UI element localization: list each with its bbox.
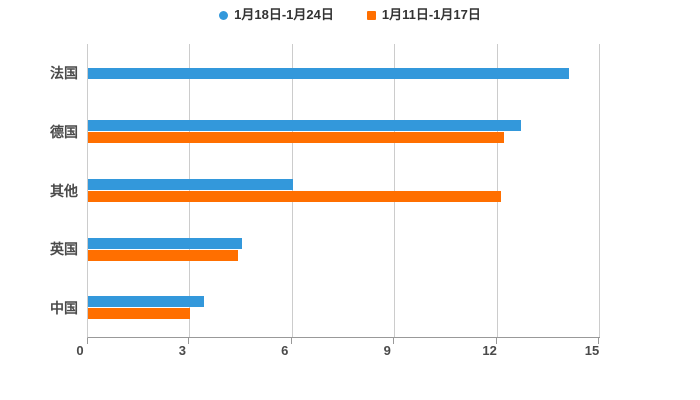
y-axis-labels: 法国德国其他英国中国: [0, 44, 87, 337]
bar-英国[interactable]: [88, 237, 242, 249]
gridline: [292, 44, 293, 337]
legend: 1月18日-1月24日 1月11日-1月17日: [0, 6, 700, 24]
gridline: [497, 44, 498, 337]
x-axis-tick-label: 6: [281, 343, 289, 358]
x-axis-tick-label: 15: [584, 343, 600, 358]
x-axis-tick-label: 3: [178, 343, 187, 358]
plot-area: [87, 44, 600, 338]
x-axis-tick: [87, 338, 88, 344]
gridline: [394, 44, 395, 337]
gridline: [599, 44, 600, 337]
x-axis-tick: [291, 338, 292, 344]
x-axis-tick-label: 12: [482, 343, 497, 358]
x-axis-tick: [496, 338, 497, 344]
gridline: [189, 44, 190, 337]
x-axis-tick-label: 9: [383, 343, 391, 358]
bar-英国[interactable]: [88, 249, 239, 261]
bar-其他[interactable]: [88, 179, 293, 190]
legend-label: 1月11日-1月17日: [381, 7, 481, 22]
x-axis: 0 3 6 9 12 15: [76, 338, 600, 362]
x-axis-tick: [393, 338, 394, 344]
bar-德国[interactable]: [88, 132, 505, 144]
x-axis-tick-label: 0: [76, 343, 84, 358]
bar-其他[interactable]: [88, 191, 501, 202]
y-axis-label: 英国: [50, 241, 78, 258]
x-axis-tick: [188, 338, 189, 344]
legend-item-jan18-24[interactable]: 1月18日-1月24日: [219, 6, 334, 24]
y-axis-label: 其他: [50, 182, 78, 199]
legend-item-jan11-17[interactable]: 1月11日-1月17日: [366, 6, 481, 24]
bar-德国[interactable]: [88, 120, 522, 132]
legend-label: 1月18日-1月24日: [234, 7, 334, 22]
square-marker-icon: [366, 10, 376, 20]
bar-法国[interactable]: [88, 67, 570, 79]
y-axis-label: 德国: [50, 123, 78, 140]
y-axis-label: 法国: [50, 65, 78, 82]
bar-中国[interactable]: [88, 308, 191, 320]
bar-中国[interactable]: [88, 296, 205, 308]
circle-marker-icon: [219, 10, 229, 20]
y-axis-label: 中国: [50, 299, 78, 316]
x-axis-tick: [598, 338, 599, 344]
